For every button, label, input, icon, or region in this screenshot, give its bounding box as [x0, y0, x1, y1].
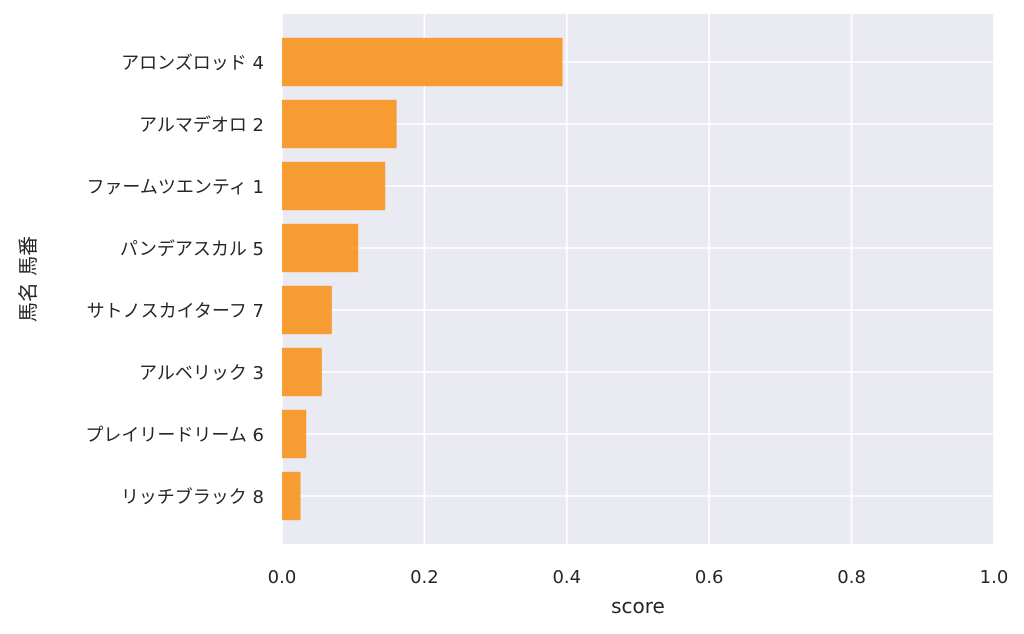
- bar: [282, 471, 301, 521]
- x-tick-label: 0.6: [695, 567, 724, 588]
- x-tick-label: 0.0: [268, 567, 297, 588]
- bar: [282, 99, 397, 149]
- y-tick-labels: アロンズロッド 4 アルマデオロ 2 ファームツエンティ 1 パンデアスカル 5 サトノ…: [85, 53, 264, 508]
- y-tick-label: サトノスカイターフ 7: [87, 301, 264, 322]
- x-tick-label: 1.0: [980, 567, 1009, 588]
- y-tick-label: アルマデオロ 2: [139, 115, 264, 136]
- y-tick-label: リッチブラック 8: [121, 486, 264, 508]
- x-axis-label: score: [611, 594, 665, 618]
- y-tick-label: プレイリードリーム 6: [85, 425, 264, 446]
- x-tick-label: 0.4: [552, 567, 581, 588]
- y-axis-label: 馬名 馬番: [16, 236, 40, 322]
- bar: [282, 285, 332, 335]
- bar: [282, 161, 386, 211]
- bar: [282, 347, 322, 397]
- bar: [282, 37, 563, 87]
- y-tick-label: アロンズロッド 4: [121, 53, 264, 74]
- x-tick-label: 0.8: [837, 567, 866, 588]
- x-tick-label: 0.2: [410, 567, 439, 588]
- bars: [282, 37, 563, 521]
- x-tick-labels: 0.0 0.2 0.4 0.6 0.8 1.0: [268, 567, 1009, 588]
- y-tick-label: ファームツエンティ 1: [86, 177, 264, 198]
- grid-lines: [281, 14, 995, 544]
- bar: [282, 409, 307, 459]
- y-tick-label: パンデアスカル 5: [120, 239, 264, 260]
- plot-background: [282, 14, 994, 544]
- y-tick-label: アルベリック 3: [139, 363, 264, 384]
- bar: [282, 223, 359, 273]
